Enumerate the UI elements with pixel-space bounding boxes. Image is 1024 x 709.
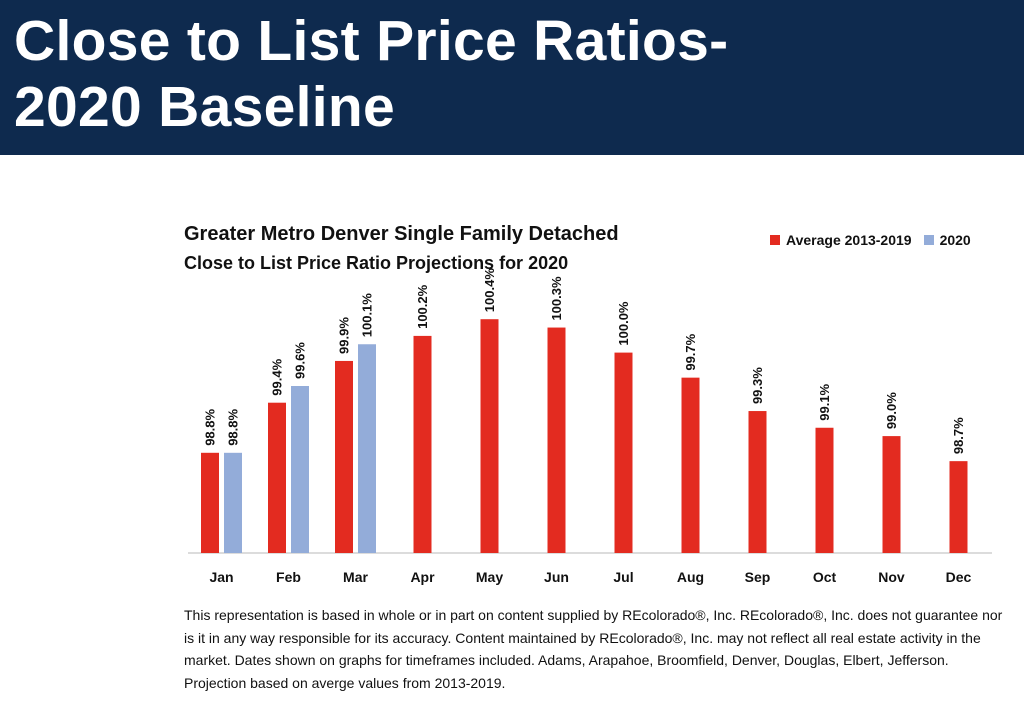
- bar-average-jan: [201, 452, 219, 553]
- data-label-average-jan: 98.8%: [203, 408, 218, 445]
- x-tick-label-feb: Feb: [276, 569, 301, 585]
- bar-average-jun: [547, 327, 566, 553]
- footnote: This representation is based in whole or…: [184, 607, 1003, 691]
- bar-2020-feb: [291, 386, 309, 553]
- data-label-average-apr: 100.2%: [415, 284, 430, 329]
- title-banner: Close to List Price Ratios- 2020 Baselin…: [0, 0, 1024, 155]
- data-label-2020-feb: 99.6%: [293, 342, 308, 379]
- bar-average-aug: [681, 377, 700, 553]
- legend-label-2020: 2020: [939, 232, 971, 248]
- bar-2020-mar: [358, 344, 376, 553]
- data-label-average-aug: 99.7%: [683, 333, 698, 370]
- bar-average-mar: [335, 360, 353, 553]
- data-label-average-oct: 99.1%: [817, 383, 832, 420]
- legend-label-average: Average 2013-2019: [786, 232, 912, 248]
- bar-average-oct: [815, 427, 834, 553]
- x-tick-label-jan: Jan: [209, 569, 233, 585]
- legend-item-2020: 2020: [923, 232, 971, 248]
- data-label-average-jul: 100.0%: [616, 301, 631, 346]
- legend-swatch-average: [770, 235, 780, 245]
- data-label-average-mar: 99.9%: [337, 317, 352, 354]
- x-tick-label-jul: Jul: [613, 569, 633, 585]
- data-label-2020-jan: 98.8%: [226, 408, 241, 445]
- x-tick-label-nov: Nov: [878, 569, 905, 585]
- bar-average-nov: [882, 436, 901, 553]
- bar-average-sep: [748, 411, 767, 553]
- x-tick-label-aug: Aug: [677, 569, 704, 585]
- bar-average-may: [480, 319, 499, 553]
- data-label-average-jun: 100.3%: [549, 276, 564, 321]
- data-label-average-feb: 99.4%: [270, 358, 285, 395]
- x-tick-label-dec: Dec: [946, 569, 972, 585]
- bar-2020-jan: [224, 452, 242, 553]
- x-tick-label-mar: Mar: [343, 569, 368, 585]
- legend-item-average: Average 2013-2019: [770, 232, 912, 248]
- bar-average-feb: [268, 402, 286, 553]
- x-tick-label-apr: Apr: [410, 569, 435, 585]
- chart-subtitle: Close to List Price Ratio Projections fo…: [184, 253, 569, 273]
- x-tick-label-jun: Jun: [544, 569, 569, 585]
- bar-average-apr: [413, 335, 432, 553]
- data-label-2020-mar: 100.1%: [360, 293, 375, 338]
- chart-title: Greater Metro Denver Single Family Detac…: [184, 223, 619, 245]
- data-label-average-dec: 98.7%: [951, 417, 966, 454]
- data-label-average-may: 100.4%: [482, 268, 497, 313]
- bar-average-dec: [949, 461, 968, 553]
- chart-legend: Average 2013-2019 2020: [770, 232, 983, 248]
- x-tick-label-may: May: [476, 569, 503, 585]
- x-tick-label-oct: Oct: [813, 569, 837, 585]
- data-label-average-sep: 99.3%: [750, 367, 765, 404]
- page-title: Close to List Price Ratios- 2020 Baselin…: [14, 9, 729, 139]
- legend-swatch-2020: [923, 235, 934, 245]
- bar-average-jul: [614, 352, 633, 553]
- data-label-average-nov: 99.0%: [884, 392, 899, 429]
- x-tick-label-sep: Sep: [745, 569, 771, 585]
